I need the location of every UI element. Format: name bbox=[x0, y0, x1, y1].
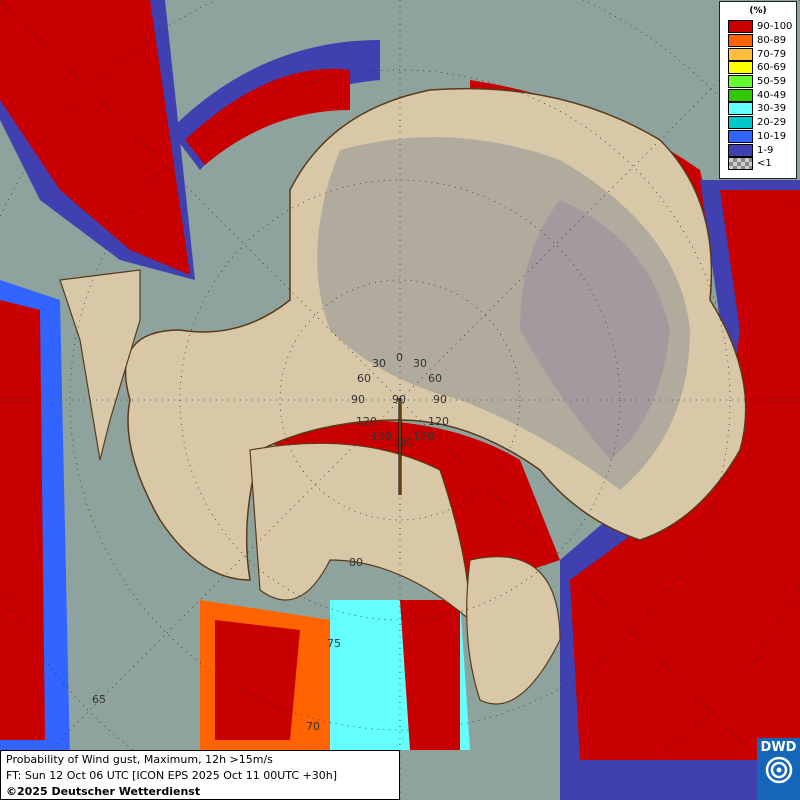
legend-item: 1-9 bbox=[720, 143, 796, 157]
legend-item: 20-29 bbox=[720, 116, 796, 130]
legend-label: 50-59 bbox=[757, 76, 787, 88]
forecast-time: FT: Sun 12 Oct 06 UTC [ICON EPS 2025 Oct… bbox=[6, 769, 338, 782]
lon-label: 150 bbox=[413, 430, 434, 443]
legend-swatch bbox=[728, 34, 753, 48]
dwd-logo: DWD bbox=[757, 738, 800, 800]
logo-text: DWD bbox=[760, 740, 797, 755]
legend-item: 80-89 bbox=[720, 34, 796, 48]
legend-swatch bbox=[728, 157, 753, 171]
legend-item: <1 bbox=[720, 157, 796, 171]
lat-label: 80 bbox=[349, 556, 363, 569]
lon-label: 0 bbox=[396, 351, 403, 364]
legend-swatch bbox=[728, 102, 753, 116]
legend-swatch bbox=[728, 47, 753, 61]
legend-label: 30-39 bbox=[757, 103, 787, 115]
legend-label: 40-49 bbox=[757, 89, 787, 101]
legend-item: 50-59 bbox=[720, 75, 796, 89]
legend-label: 1-9 bbox=[757, 144, 774, 156]
legend: (%) 90-100 80-89 70-79 60-69 50-59 40-49 30-39… bbox=[719, 1, 797, 179]
legend-item: 70-79 bbox=[720, 47, 796, 61]
lon-label: 180 bbox=[392, 436, 413, 449]
lat-label: 65 bbox=[92, 693, 106, 706]
legend-label: 20-29 bbox=[757, 117, 787, 129]
legend-label: 10-19 bbox=[757, 130, 787, 142]
legend-swatch bbox=[728, 75, 753, 89]
lon-label: 60 bbox=[357, 372, 371, 385]
lon-label: 90 bbox=[433, 393, 447, 406]
lon-label: 120 bbox=[356, 415, 377, 428]
legend-swatch bbox=[728, 143, 753, 157]
swirl-icon bbox=[765, 756, 792, 784]
lat-label: 75 bbox=[327, 637, 341, 650]
legend-swatch bbox=[728, 88, 753, 102]
product-title: Probability of Wind gust, Maximum, 12h >… bbox=[6, 753, 273, 766]
lon-label: 90 bbox=[351, 393, 365, 406]
legend-item: 30-39 bbox=[720, 102, 796, 116]
legend-item: 40-49 bbox=[720, 88, 796, 102]
lon-label: 30 bbox=[372, 357, 386, 370]
copyright: ©2025 Deutscher Wetterdienst bbox=[6, 785, 201, 798]
legend-item: 90-100 bbox=[720, 20, 796, 34]
legend-item: 60-69 bbox=[720, 61, 796, 75]
legend-label: <1 bbox=[757, 158, 772, 170]
legend-swatch bbox=[728, 61, 753, 75]
lon-label: 60 bbox=[428, 372, 442, 385]
legend-swatch bbox=[728, 129, 753, 143]
lon-label: 90 bbox=[392, 393, 406, 406]
legend-unit: (%) bbox=[749, 6, 767, 16]
lon-label: 30 bbox=[413, 357, 427, 370]
caption-box: Probability of Wind gust, Maximum, 12h >… bbox=[0, 750, 400, 800]
legend-swatch bbox=[728, 116, 753, 130]
lat-label: 70 bbox=[306, 720, 320, 733]
legend-item: 10-19 bbox=[720, 129, 796, 144]
legend-label: 70-79 bbox=[757, 48, 787, 60]
legend-label: 60-69 bbox=[757, 62, 787, 74]
legend-label: 80-89 bbox=[757, 35, 787, 47]
lon-label: 150 bbox=[371, 430, 392, 443]
legend-label: 90-100 bbox=[757, 21, 793, 33]
lon-label: 120 bbox=[428, 415, 449, 428]
legend-swatch bbox=[728, 20, 753, 34]
